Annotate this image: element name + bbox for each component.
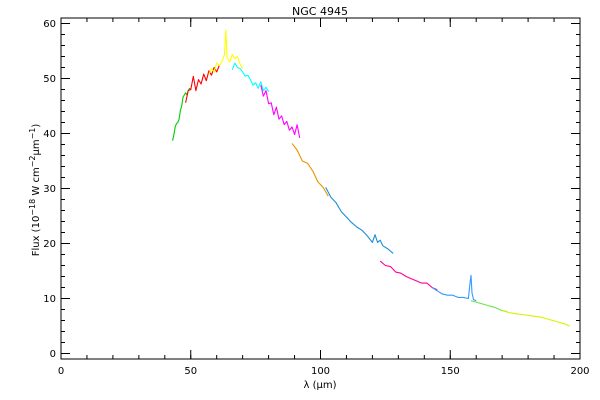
series-line-1	[172, 87, 192, 141]
plot-frame	[60, 17, 581, 360]
series-line-10	[470, 300, 508, 313]
x-tick-label: 200	[570, 366, 589, 377]
x-tick-label: 0	[58, 366, 64, 377]
series-line-5	[260, 84, 301, 139]
x-axis-label: λ (μm)	[303, 380, 336, 391]
y-tick-label: 20	[43, 239, 56, 250]
axis-ticks	[60, 18, 581, 359]
series-layer	[172, 29, 570, 327]
x-tick-label: 50	[184, 366, 197, 377]
y-axis-label-prefix: Flux (10	[31, 216, 42, 257]
y-tick-label: 30	[43, 184, 56, 195]
x-tick-label: 100	[311, 366, 330, 377]
y-axis-label: Flux (10−18 W cm−2μm−1)	[28, 124, 42, 257]
y-tick-label: 10	[43, 294, 56, 305]
y-axis-label-middle1: W cm	[31, 167, 42, 198]
y-tick-label: 0	[50, 349, 56, 360]
series-line-7	[325, 187, 394, 254]
series-line-3	[208, 29, 244, 75]
series-line-2	[185, 65, 220, 103]
y-axis-label-exp2: −2	[28, 156, 37, 168]
y-tick-labels: 0 10 20 30 40 50 60	[43, 19, 56, 360]
series-line-9	[431, 274, 477, 302]
series-line-4	[231, 62, 270, 92]
y-tick-label: 40	[43, 129, 56, 140]
x-tick-label: 150	[441, 366, 460, 377]
series-line-11	[501, 310, 570, 327]
y-tick-label: 60	[43, 19, 56, 30]
x-tick-labels: 0 50 100 150 200	[58, 366, 590, 377]
y-tick-label: 50	[43, 74, 56, 85]
y-axis-label-middle2: μm	[31, 139, 42, 155]
y-axis-label-exp3: −1	[28, 128, 37, 140]
chart-title: NGC 4945	[292, 5, 348, 18]
series-line-8	[379, 260, 438, 291]
y-axis-label-suffix: )	[31, 124, 42, 128]
series-line-6	[291, 143, 329, 197]
y-axis-label-exp1: −18	[28, 199, 37, 216]
